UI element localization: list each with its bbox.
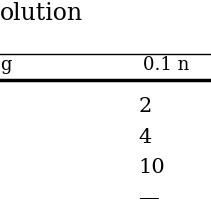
Text: 10: 10 [138,158,165,177]
Text: —: — [138,189,159,208]
Text: 4: 4 [138,128,151,147]
Text: 2: 2 [138,97,151,116]
Text: g: g [0,56,12,74]
Text: 0.1 n: 0.1 n [143,56,190,74]
Text: olution: olution [0,2,83,25]
